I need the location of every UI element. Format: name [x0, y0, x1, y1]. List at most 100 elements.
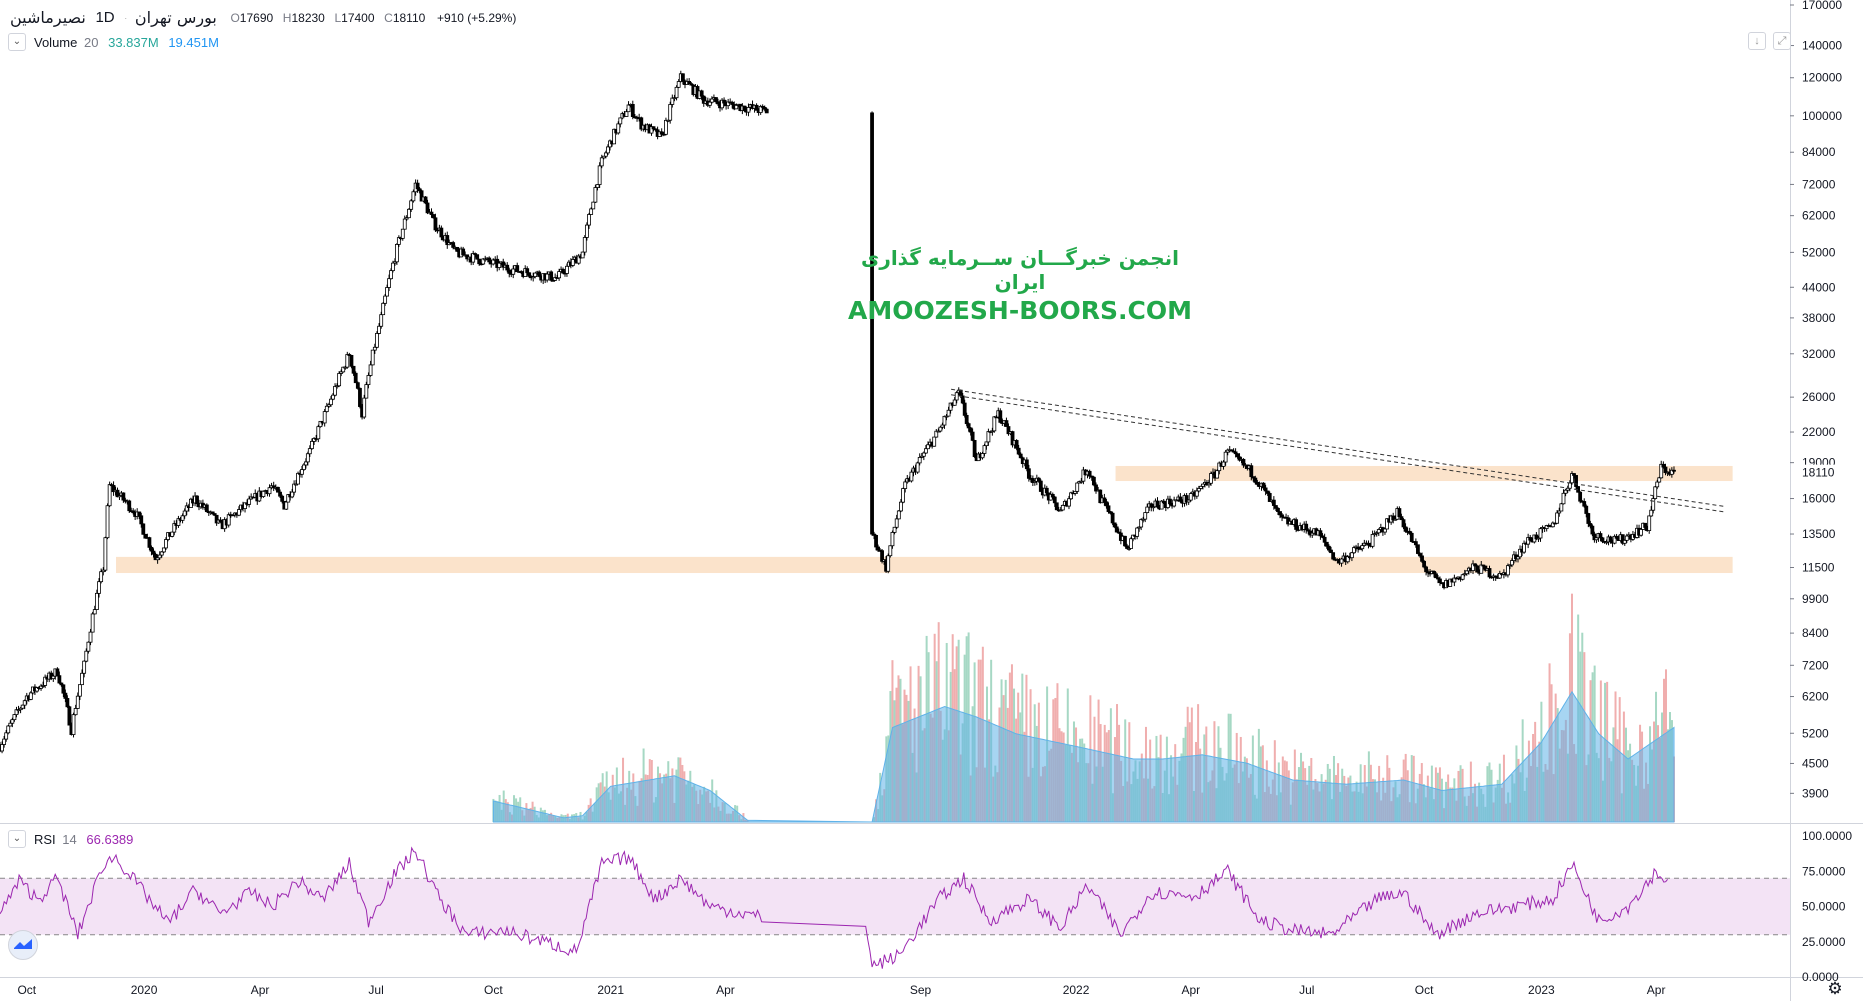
candle-body: [626, 104, 631, 113]
candle-body: [1091, 476, 1096, 486]
price-tick-label: 13500: [1802, 527, 1836, 541]
close-label: C: [384, 10, 393, 25]
symbol-legend[interactable]: نصیرماشین 1D · بورس تهران O17690 H18230 …: [10, 8, 516, 27]
candle-body: [1506, 565, 1510, 576]
candle-body: [1255, 481, 1260, 485]
candle-body: [1594, 537, 1599, 541]
candle-body: [1376, 529, 1381, 534]
candle-body: [1217, 462, 1222, 472]
interval-label[interactable]: 1D: [95, 9, 115, 26]
candle-body: [212, 513, 217, 516]
last-price-label: 18110: [1802, 466, 1835, 480]
candle-body: [1114, 526, 1119, 533]
candle-body: [966, 423, 971, 429]
candle-body: [99, 571, 104, 583]
candle-body: [505, 264, 510, 271]
candle-body: [353, 372, 358, 384]
candle-body: [940, 424, 945, 428]
candle-body: [1366, 542, 1371, 546]
candle-body: [1399, 516, 1404, 521]
candle-body: [1174, 499, 1179, 502]
candle-body: [1471, 563, 1475, 571]
candle-body: [349, 354, 354, 367]
candle-body: [1659, 463, 1664, 479]
gear-icon[interactable]: ⚙: [1827, 979, 1843, 998]
candle-body: [475, 254, 480, 260]
candle-body: [226, 514, 231, 526]
candle-body: [968, 427, 973, 433]
candle-body: [1586, 513, 1591, 524]
candle-body: [343, 366, 348, 369]
candle-body: [1661, 463, 1666, 468]
candle-body: [407, 208, 411, 219]
candle-body: [601, 155, 606, 159]
candle-body: [944, 415, 949, 418]
candle-body: [1286, 517, 1290, 525]
candle-body: [1067, 498, 1071, 507]
candle-body: [71, 714, 76, 735]
close-value: 18110: [392, 10, 426, 25]
price-tick-label: 6200: [1802, 690, 1829, 704]
arrow-down-icon[interactable]: ↓: [1748, 32, 1766, 50]
candle-body: [1110, 512, 1115, 524]
candle-body: [1460, 574, 1465, 580]
trend-line: [951, 388, 1726, 508]
candle-body: [1570, 473, 1574, 484]
candle-body: [1188, 493, 1193, 501]
candle-body: [676, 81, 681, 88]
candle-body: [73, 708, 78, 716]
candle-body: [375, 333, 379, 348]
candle-body: [1294, 519, 1299, 530]
candle-body: [1590, 525, 1595, 535]
candle-body: [182, 510, 187, 517]
candle-body: [292, 483, 297, 493]
price-candles: [0, 70, 1676, 754]
candle-body: [557, 271, 562, 279]
candle-body: [952, 399, 957, 406]
candle-body: [370, 349, 375, 366]
candle-body: [1249, 465, 1254, 478]
candle-body: [892, 526, 897, 533]
candle-body: [477, 258, 482, 265]
candle-body: [1038, 480, 1043, 492]
candle-body: [55, 668, 60, 677]
candle-body: [876, 546, 880, 551]
candle-body: [722, 99, 726, 104]
candle-body: [1318, 530, 1323, 537]
volume-legend[interactable]: Volume 20 33.837M 19.451M: [34, 34, 219, 50]
rsi-legend[interactable]: RSI 14 66.6389: [34, 831, 133, 847]
candle-body: [593, 187, 598, 203]
candle-body: [411, 191, 416, 202]
candle-body: [580, 251, 585, 259]
candle-body: [872, 533, 876, 536]
tradingview-logo-icon[interactable]: [8, 930, 38, 960]
time-tick-label: Jul: [1299, 983, 1314, 997]
candle-body: [699, 90, 704, 97]
candle-body: [964, 414, 969, 425]
price-tick-label: 44000: [1802, 280, 1836, 294]
candle-body: [515, 265, 520, 273]
candle-body: [389, 270, 393, 280]
candle-body: [606, 146, 610, 154]
rsi-tick-label: 0.0000: [1802, 970, 1839, 984]
chevron-down-icon[interactable]: ⌄: [8, 33, 26, 51]
expand-icon[interactable]: ⤢: [1773, 32, 1791, 50]
candle-body: [714, 97, 718, 103]
price-tick-label: 170000: [1802, 0, 1842, 12]
candle-body: [1434, 573, 1438, 579]
candle-body: [1620, 534, 1625, 544]
chevron-down-icon[interactable]: ⌄: [8, 830, 26, 848]
candle-body: [278, 491, 282, 497]
watermark: انجمن خبرگـــان ســرمایه گذاری ایران AMO…: [840, 246, 1200, 325]
candle-body: [1069, 492, 1073, 500]
candle-body: [1106, 505, 1111, 513]
candle-body: [1304, 523, 1309, 531]
candle-body: [1198, 485, 1203, 489]
low-label: L: [334, 10, 342, 25]
candle-body: [1393, 518, 1398, 521]
candle-body: [77, 684, 82, 697]
candle-body: [1374, 532, 1379, 535]
candle-body: [1274, 505, 1278, 509]
candle-body: [294, 483, 298, 486]
